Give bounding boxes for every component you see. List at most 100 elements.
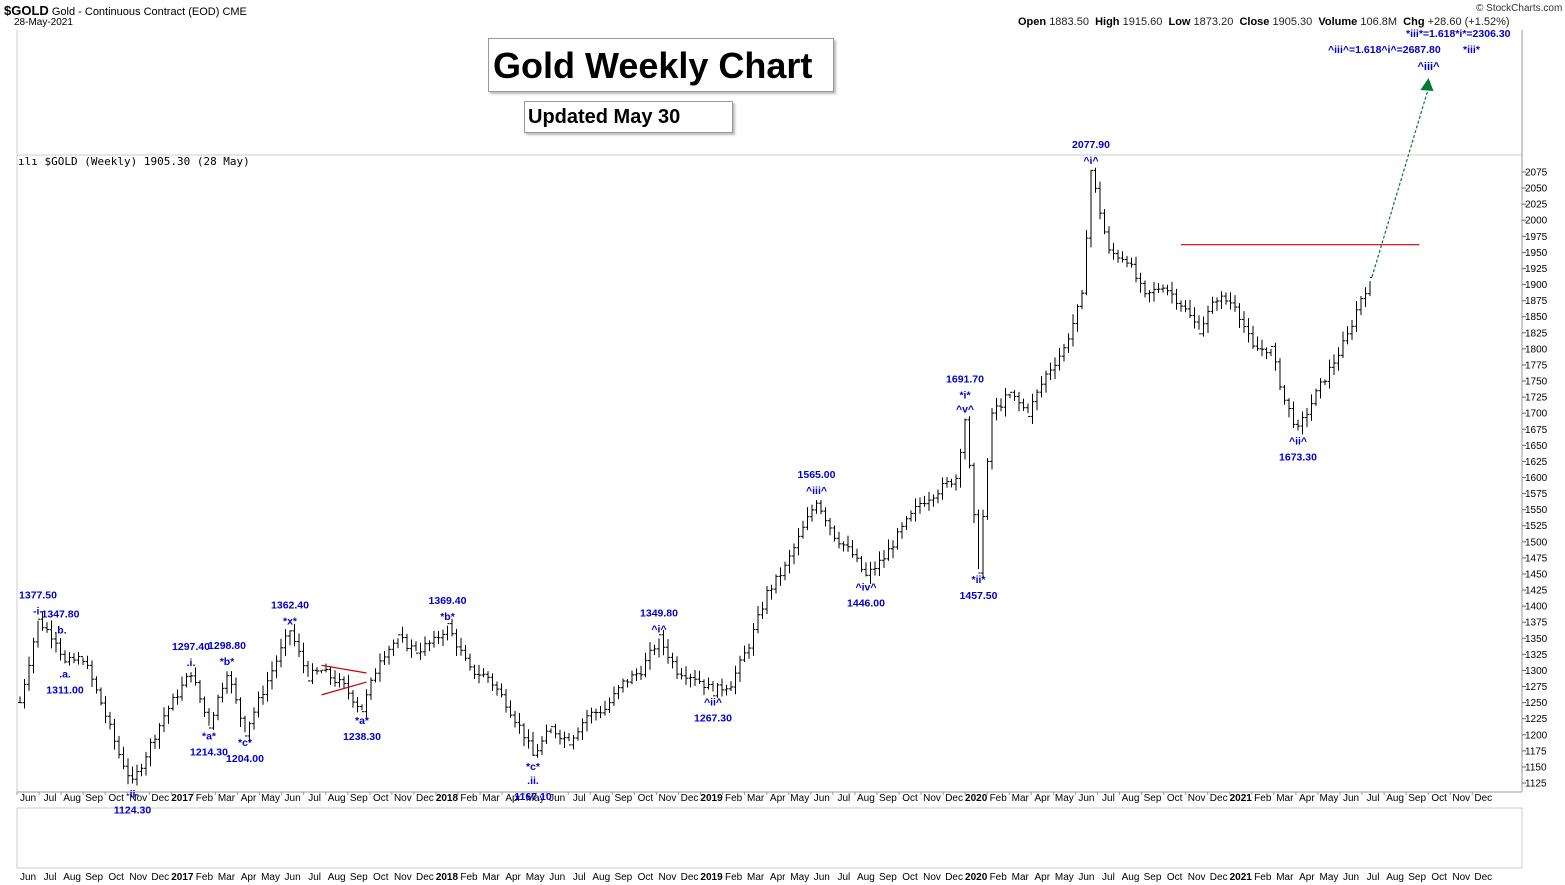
close-value: 1905.30 [1272,16,1313,28]
updated-box: Updated May 30 [524,101,733,133]
x-tick-label: Jul [1367,793,1380,804]
x-tick-label: Mar [482,872,500,883]
y-tick-label: 1550 [1525,505,1548,516]
x-tick-label: Apr [505,793,521,804]
x-tick-label: Feb [460,872,478,883]
y-tick-label: 1850 [1525,312,1548,323]
updated-label: Updated May 30 [528,106,681,128]
price-label: 1349.80 [640,607,678,619]
ohlc-legend-icon: ılı [18,155,38,168]
x-tick-label: Aug [592,793,610,804]
x-tick-label: Mar [1276,793,1294,804]
x-tick-label: May [1319,872,1338,883]
triangle-lower-line [321,681,367,696]
x-tick-label: Dec [151,793,169,804]
y-tick-label: 1450 [1525,569,1548,580]
x-tick-label: Feb [196,793,214,804]
watermark: © StockCharts.com [1476,3,1563,14]
wave-label: *c* [238,737,253,749]
x-tick-label: Aug [328,872,346,883]
symbol: $GOLD [4,3,49,18]
legend-ticker: ılı $GOLD (Weekly) 1905.30 (28 May) [18,155,250,168]
x-tick-label: May [790,793,809,804]
x-tick-label: Jun [814,872,830,883]
wave-label: ^i^ [651,623,666,635]
change-value: +28.60 (+1.52%) [1427,16,1510,28]
low-label: Low [1168,16,1191,28]
price-label: 1238.30 [343,731,381,743]
y-tick-label: 1275 [1525,682,1548,693]
x-tick-label: Oct [1431,872,1447,883]
x-tick-label: Aug [592,872,610,883]
x-tick-label: Jul [573,872,586,883]
x-tick-label: Sep [1144,872,1162,883]
x-tick-label: Oct [108,872,124,883]
x-tick-label: 2020 [965,793,988,804]
price-label: 1369.40 [429,595,467,607]
y-tick-label: 1675 [1525,425,1548,436]
y-tick-label: 1375 [1525,618,1548,629]
x-tick-label: Aug [1386,872,1404,883]
y-tick-label: 1600 [1525,473,1548,484]
x-tick-label: Dec [1210,793,1228,804]
x-tick-label: 2017 [171,793,194,804]
price-label: 1457.50 [960,590,998,602]
x-tick-label: Nov [659,793,677,804]
x-tick-label: 2017 [171,872,194,883]
price-label: 1298.80 [208,640,246,652]
x-tick-label: Jun [285,793,301,804]
x-tick-label: Nov [1188,872,1206,883]
x-tick-label: Aug [1122,793,1140,804]
wave-label: .i. [187,657,196,669]
y-tick-label: 1175 [1525,746,1547,757]
x-tick-label: Sep [614,793,632,804]
y-tick-label: 1350 [1525,634,1548,645]
symbol-line: $GOLD Gold - Continuous Contract (EOD) C… [4,3,247,18]
x-tick-label: Mar [1012,872,1030,883]
x-tick-label: Aug [63,793,81,804]
wave-label: -i- [33,606,43,618]
x-tick-label: May [261,793,280,804]
x-tick-label: Feb [725,793,743,804]
x-tick-label: Apr [1035,872,1051,883]
y-tick-label: 1975 [1525,232,1548,243]
x-tick-label: Aug [1386,793,1404,804]
chart-title: Gold Weekly Chart [493,45,813,86]
high-label: High [1095,16,1120,28]
x-tick-label: Nov [923,793,941,804]
x-tick-label: Nov [394,793,412,804]
high-value: 1915.60 [1122,16,1163,28]
x-tick-label: Jun [20,793,36,804]
wave-label: ^v^ [956,404,974,416]
x-tick-label: Sep [1144,793,1162,804]
x-tick-label: Jul [837,793,850,804]
y-tick-label: 1150 [1525,762,1547,773]
y-tick-label: 1575 [1525,489,1548,500]
lower-panel [16,807,1523,869]
x-tick-label: 2018 [436,793,459,804]
x-tick-label: Apr [770,793,786,804]
x-tick-label: Feb [1254,793,1272,804]
x-tick-label: 2021 [1230,793,1253,804]
x-tick-label: Oct [373,793,389,804]
x-tick-label: Oct [902,793,918,804]
x-tick-label: Oct [638,793,654,804]
x-tick-label: Apr [1035,793,1051,804]
price-label: 1446.00 [847,598,885,610]
x-tick-label: Jun [549,872,565,883]
x-tick-label: Sep [350,793,368,804]
x-tick-label: May [1055,872,1074,883]
price-label: 1311.00 [46,684,84,696]
x-tick-label: Sep [350,872,368,883]
x-tick-label: Feb [196,872,214,883]
x-tick-label: Jun [549,793,565,804]
chart-date: 28-May-2021 [14,17,73,28]
x-tick-label: Sep [85,793,103,804]
x-tick-label: Aug [857,793,875,804]
x-tick-label: Feb [460,793,478,804]
x-tick-label: Sep [879,872,897,883]
x-tick-label: Sep [1408,793,1426,804]
x-tick-label: Sep [85,872,103,883]
wave-label: ^i^ [1083,155,1098,167]
x-tick-label: Aug [1122,872,1140,883]
